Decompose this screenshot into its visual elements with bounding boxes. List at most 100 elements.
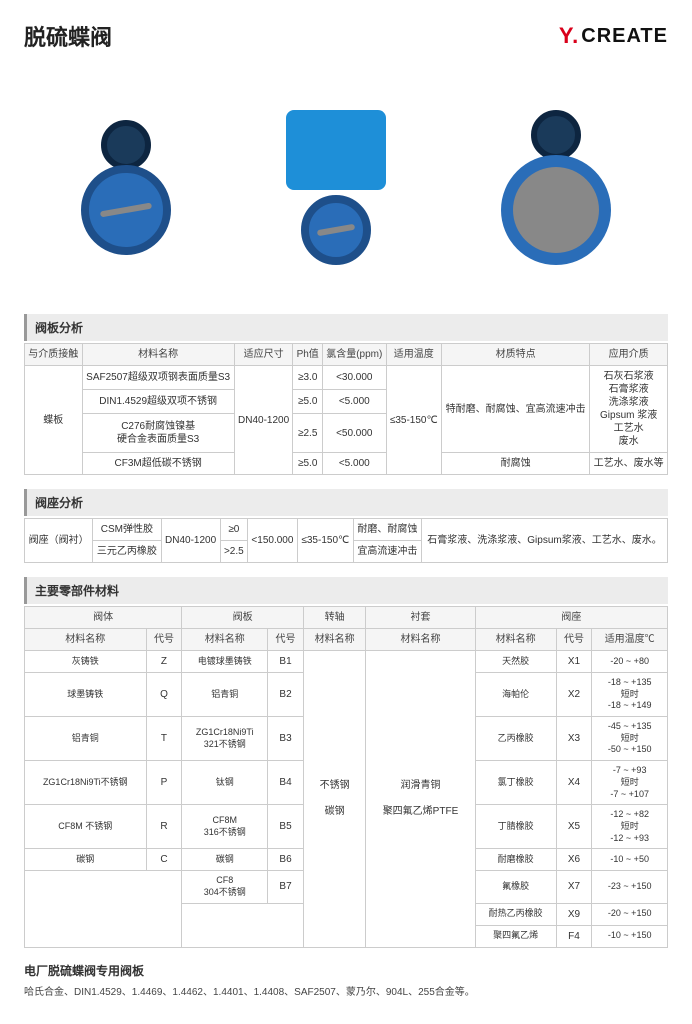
td: DN40-1200	[161, 519, 220, 563]
section2-title: 阀座分析	[24, 489, 668, 516]
td: 阀座（阀衬）	[25, 519, 93, 563]
header: 脱硫蝶阀 Y. CREATE	[24, 20, 668, 52]
td: -18 ~ +135 短时 -18 ~ +149	[592, 673, 668, 717]
th: 材料名称	[182, 629, 268, 651]
td: X7	[556, 871, 592, 903]
td: 聚四氟乙烯	[475, 925, 556, 947]
td: DN40-1200	[234, 366, 293, 475]
td: CF3M超低碳不锈钢	[82, 453, 234, 475]
td	[25, 871, 182, 947]
th: 转轴	[303, 607, 365, 629]
td: 乙丙橡胶	[475, 717, 556, 761]
th: 与介质接触	[25, 344, 83, 366]
td: -20 ~ +80	[592, 651, 668, 673]
td: X2	[556, 673, 592, 717]
td: <5.000	[322, 453, 386, 475]
footer-title: 电厂脱硫蝶阀专用阀板	[24, 962, 668, 979]
td: 宜高流速冲击	[353, 541, 421, 563]
td: ZG1Cr18Ni9Ti不锈钢	[25, 761, 147, 805]
logo-prefix: Y.	[559, 23, 579, 49]
td: CF8M 不锈钢	[25, 805, 147, 849]
td: 氟橡胶	[475, 871, 556, 903]
td: -23 ~ +150	[592, 871, 668, 903]
brand-logo: Y. CREATE	[559, 23, 668, 49]
td: 球墨铸铁	[25, 673, 147, 717]
td: <30.000	[322, 366, 386, 390]
td: ≤35-150℃	[297, 519, 353, 563]
td: <150.000	[247, 519, 297, 563]
td: 碳钢	[182, 849, 268, 871]
td: X3	[556, 717, 592, 761]
th: Ph值	[293, 344, 322, 366]
td: F4	[556, 925, 592, 947]
td: <5.000	[322, 390, 386, 414]
td: 不锈钢 碳钢	[303, 651, 365, 948]
td: T	[146, 717, 182, 761]
td: -7 ~ +93 短时 -7 ~ +107	[592, 761, 668, 805]
disc-analysis-table: 与介质接触 材料名称 适应尺寸 Ph值 氯含量(ppm) 适用温度 材质特点 应…	[24, 343, 668, 475]
td: >2.5	[220, 541, 247, 563]
th: 适应尺寸	[234, 344, 293, 366]
td: C	[146, 849, 182, 871]
td: 蝶板	[25, 366, 83, 475]
th: 阀座	[475, 607, 667, 629]
td: ≥0	[220, 519, 247, 541]
td: R	[146, 805, 182, 849]
product-images	[24, 72, 668, 302]
td: 三元乙丙橡胶	[93, 541, 161, 563]
parts-material-table: 阀体 阀板 转轴 衬套 阀座 材料名称 代号 材料名称 代号 材料名称 材料名称…	[24, 606, 668, 948]
td: 特耐磨、耐腐蚀、宜高流速冲击	[441, 366, 589, 453]
td: 石灰石浆液 石膏浆液 洗涤浆液 Gipsum 浆液 工艺水 废水	[590, 366, 668, 453]
td: 工艺水、废水等	[590, 453, 668, 475]
td: X1	[556, 651, 592, 673]
seat-analysis-table: 阀座（阀衬） CSM弹性胶 DN40-1200 ≥0 <150.000 ≤35-…	[24, 518, 668, 563]
td: B7	[268, 871, 304, 903]
th: 阀板	[182, 607, 304, 629]
section1-title: 阀板分析	[24, 314, 668, 341]
th: 材质特点	[441, 344, 589, 366]
td: CSM弹性胶	[93, 519, 161, 541]
td: C276耐腐蚀镍基 硬合金表面质量S3	[82, 414, 234, 453]
th: 代号	[268, 629, 304, 651]
td: ≥3.0	[293, 366, 322, 390]
td: 氯丁橡胶	[475, 761, 556, 805]
td: 铝青铜	[182, 673, 268, 717]
th: 氯含量(ppm)	[322, 344, 386, 366]
td: ≥2.5	[293, 414, 322, 453]
td: 耐磨橡胶	[475, 849, 556, 871]
th: 材料名称	[475, 629, 556, 651]
td: CF8M 316不锈钢	[182, 805, 268, 849]
td: CF8 304不锈钢	[182, 871, 268, 903]
td: 天然胶	[475, 651, 556, 673]
td: 耐热乙丙橡胶	[475, 903, 556, 925]
td: 灰铸铁	[25, 651, 147, 673]
th: 应用介质	[590, 344, 668, 366]
td: X9	[556, 903, 592, 925]
td: -10 ~ +50	[592, 849, 668, 871]
td: B3	[268, 717, 304, 761]
td: ≥5.0	[293, 390, 322, 414]
th: 代号	[146, 629, 182, 651]
td: B1	[268, 651, 304, 673]
valve-image-2	[286, 110, 386, 265]
th: 阀体	[25, 607, 182, 629]
td: B5	[268, 805, 304, 849]
th: 衬套	[366, 607, 475, 629]
th: 适用温度℃	[592, 629, 668, 651]
td: DIN1.4529超级双项不锈钢	[82, 390, 234, 414]
td: -10 ~ +150	[592, 925, 668, 947]
td: <50.000	[322, 414, 386, 453]
td: X6	[556, 849, 592, 871]
page-title: 脱硫蝶阀	[24, 20, 112, 52]
td: X5	[556, 805, 592, 849]
td: 碳钢	[25, 849, 147, 871]
td: 耐磨、耐腐蚀	[353, 519, 421, 541]
td: 海帕伦	[475, 673, 556, 717]
th: 适用温度	[386, 344, 441, 366]
td: -45 ~ +135 短时 -50 ~ +150	[592, 717, 668, 761]
logo-text: CREATE	[581, 25, 668, 48]
td: -12 ~ +82 短时 -12 ~ +93	[592, 805, 668, 849]
td: ≤35-150℃	[386, 366, 441, 475]
th: 材料名称	[303, 629, 365, 651]
valve-image-3	[501, 110, 611, 265]
